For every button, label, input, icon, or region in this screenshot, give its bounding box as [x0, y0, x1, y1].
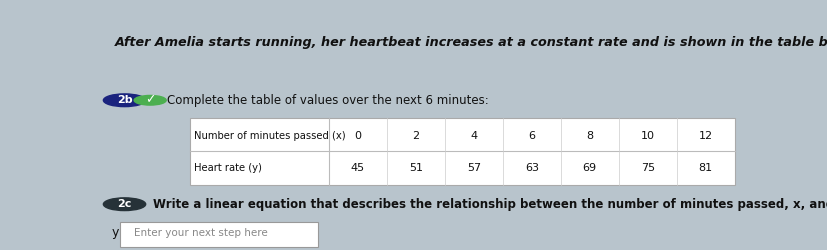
FancyBboxPatch shape [190, 118, 734, 185]
Text: y =: y = [112, 226, 134, 238]
Text: 2b: 2b [117, 95, 132, 105]
Text: 57: 57 [466, 163, 480, 173]
Text: 51: 51 [409, 163, 423, 173]
Circle shape [103, 94, 146, 106]
FancyBboxPatch shape [120, 222, 318, 247]
Text: Enter your next step here: Enter your next step here [134, 228, 268, 238]
Text: 45: 45 [351, 163, 365, 173]
Text: 75: 75 [641, 163, 655, 173]
Text: 63: 63 [525, 163, 538, 173]
Text: 6: 6 [528, 131, 535, 141]
Circle shape [134, 96, 166, 105]
Text: ✓: ✓ [145, 94, 155, 106]
Text: 8: 8 [586, 131, 593, 141]
Text: After Amelia starts running, her heartbeat increases at a constant rate and is s: After Amelia starts running, her heartbe… [115, 36, 827, 49]
Text: 81: 81 [699, 163, 713, 173]
Text: 69: 69 [583, 163, 597, 173]
Text: 10: 10 [641, 131, 655, 141]
Text: Heart rate (y): Heart rate (y) [194, 163, 261, 173]
Text: Complete the table of values over the next 6 minutes:: Complete the table of values over the ne… [167, 94, 490, 107]
Circle shape [103, 198, 146, 210]
Text: 2c: 2c [117, 199, 131, 209]
Text: 0: 0 [354, 131, 361, 141]
Text: Write a linear equation that describes the relationship between the number of mi: Write a linear equation that describes t… [153, 198, 827, 211]
Text: 12: 12 [699, 131, 713, 141]
Text: 4: 4 [471, 131, 477, 141]
Text: 2: 2 [412, 131, 419, 141]
Text: Number of minutes passed (x): Number of minutes passed (x) [194, 131, 346, 141]
